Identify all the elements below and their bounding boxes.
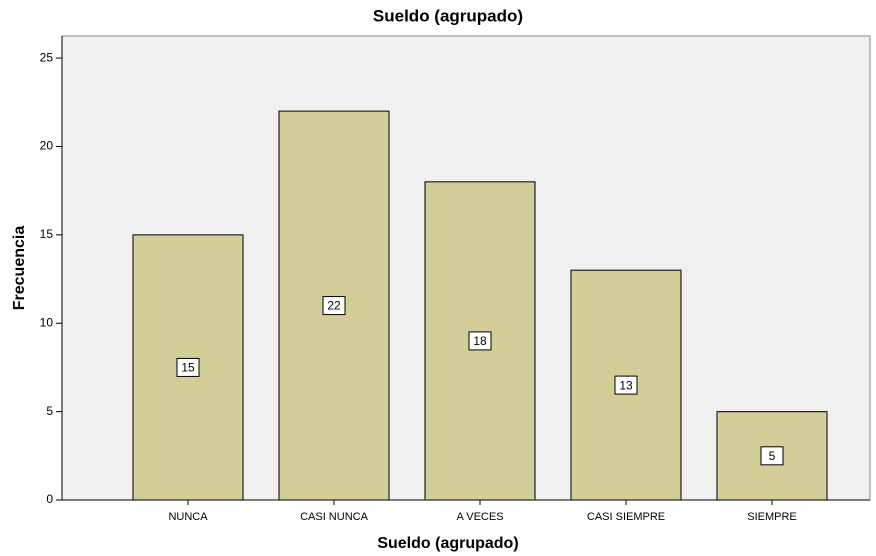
value-label: 22 [327, 299, 341, 313]
value-label-box [614, 375, 638, 395]
value-label: 13 [619, 378, 633, 392]
x-tick-label: CASI NUNCA [300, 511, 369, 523]
value-label-box [322, 296, 346, 316]
value-label-box [468, 331, 492, 351]
chart-title: Sueldo (agrupado) [373, 6, 523, 25]
value-label-box [760, 446, 784, 466]
x-tick-label: NUNCA [168, 511, 208, 523]
y-tick-label: 10 [40, 315, 54, 329]
y-tick-label: 25 [40, 50, 54, 64]
x-tick-label: SIEMPRE [747, 511, 797, 523]
y-tick-label: 20 [40, 139, 54, 153]
value-label: 18 [473, 334, 487, 348]
value-label: 5 [769, 449, 776, 463]
y-axis-title: Frecuencia [11, 226, 28, 311]
x-axis-title: Sueldo (agrupado) [377, 535, 518, 552]
y-tick-label: 0 [46, 492, 53, 506]
x-tick-label: A VECES [456, 511, 503, 523]
value-label-box [176, 357, 200, 377]
x-tick-label: CASI SIEMPRE [587, 511, 665, 523]
value-label: 15 [181, 361, 195, 375]
y-tick-label: 5 [46, 404, 53, 418]
y-tick-label: 15 [40, 227, 54, 241]
